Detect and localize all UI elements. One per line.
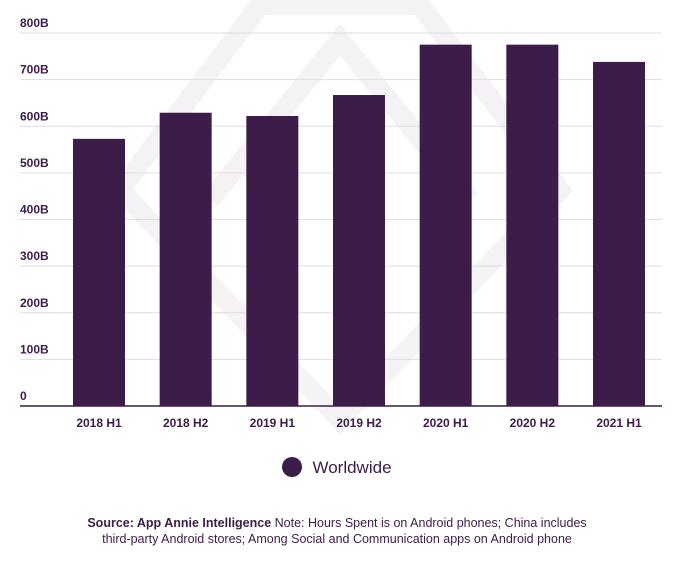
bar <box>246 115 299 407</box>
note-text: Note: Hours Spent is on Android phones; … <box>102 516 587 546</box>
x-tick-label: 2019 H2 <box>336 416 382 430</box>
x-tick-label: 2018 H1 <box>76 416 122 430</box>
y-tick-label: 0 <box>20 389 27 403</box>
y-tick-label: 100B <box>20 342 49 356</box>
y-tick-label: 700B <box>20 63 49 77</box>
y-tick-label: 400B <box>20 203 49 217</box>
y-tick-label: 600B <box>20 109 49 123</box>
bar <box>73 138 125 406</box>
x-tick-label: 2018 H2 <box>163 416 209 430</box>
y-tick-label: 800B <box>20 16 49 30</box>
x-tick-label: 2020 H2 <box>510 416 556 430</box>
y-tick-label: 200B <box>20 296 49 310</box>
y-tick-label: 300B <box>20 249 49 263</box>
legend-marker-icon <box>282 456 303 477</box>
bar <box>593 61 645 406</box>
bar <box>506 44 559 406</box>
bar <box>333 95 385 406</box>
x-tick-label: 2021 H1 <box>596 416 642 430</box>
legend: Worldwide <box>0 456 674 479</box>
bar <box>419 44 472 406</box>
x-tick-label: 2020 H1 <box>423 416 469 430</box>
source-text: Source: App Annie Intelligence <box>87 516 272 530</box>
bar <box>159 112 212 406</box>
x-tick-label: 2019 H1 <box>250 416 296 430</box>
footnote: Source: App Annie Intelligence Note: Hou… <box>80 515 594 547</box>
y-tick-label: 500B <box>20 156 49 170</box>
legend-label: Worldwide <box>312 458 392 477</box>
